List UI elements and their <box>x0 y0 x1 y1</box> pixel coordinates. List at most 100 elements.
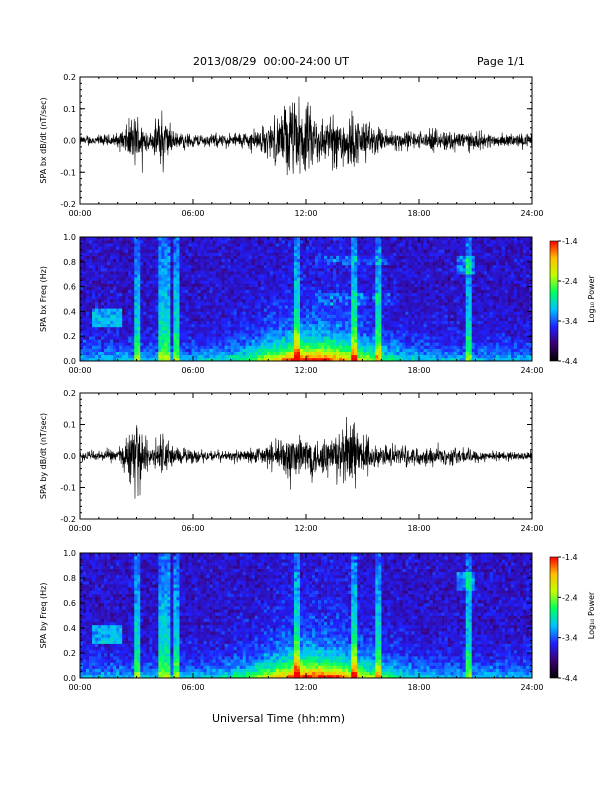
heatmap-cell <box>167 314 171 318</box>
heatmap-cell <box>161 268 165 272</box>
heatmap-cell <box>312 295 316 300</box>
heatmap-cell <box>119 246 123 250</box>
heatmap-cell <box>98 351 102 356</box>
heatmap-cell <box>101 274 105 278</box>
heatmap-cell <box>143 314 147 318</box>
heatmap-cell <box>444 271 448 275</box>
heatmap-cell <box>324 311 328 315</box>
heatmap-cell <box>375 320 379 325</box>
heatmap-cell <box>333 339 337 343</box>
heatmap-cell <box>215 292 219 297</box>
heatmap-cell <box>164 326 168 331</box>
heatmap-cell <box>384 261 388 266</box>
heatmap-cell <box>324 305 328 309</box>
heatmap-cell <box>119 237 123 241</box>
heatmap-cell <box>80 314 84 318</box>
heatmap-cell <box>293 339 298 343</box>
heatmap-cell <box>342 351 346 356</box>
heatmap-cell <box>302 339 307 343</box>
heatmap-cell <box>197 292 201 297</box>
heatmap-cell <box>251 351 256 356</box>
heatmap-cell <box>435 326 439 331</box>
heatmap-cell <box>390 286 394 290</box>
heatmap-cell <box>254 323 259 328</box>
heatmap-cell <box>426 277 430 281</box>
heatmap-cell <box>260 311 265 315</box>
heatmap-cell <box>200 289 204 294</box>
heatmap-cell <box>164 268 168 272</box>
heatmap-cell <box>143 336 147 340</box>
heatmap-cell <box>333 261 337 266</box>
heatmap-cell <box>432 280 436 284</box>
heatmap-cell <box>369 268 373 272</box>
heatmap-cell <box>218 280 222 284</box>
heatmap-cell <box>173 252 177 256</box>
heatmap-cell <box>206 255 210 259</box>
heatmap-cell <box>107 308 111 312</box>
heatmap-cell <box>80 289 84 294</box>
heatmap-cell <box>299 299 304 303</box>
heatmap-cell <box>318 314 322 318</box>
heatmap-cell <box>414 323 418 328</box>
heatmap-cell <box>242 240 247 244</box>
heatmap-cell <box>296 339 301 343</box>
heatmap-cell <box>281 237 286 241</box>
heatmap-cell <box>257 345 262 349</box>
heatmap-cell <box>402 249 406 253</box>
heatmap-cell <box>125 299 129 303</box>
heatmap-cell <box>95 237 99 241</box>
heatmap-cell <box>98 289 102 294</box>
heatmap-cell <box>411 336 415 340</box>
heatmap-cell <box>441 283 445 287</box>
heatmap-cell <box>290 314 295 318</box>
heatmap-cell <box>206 345 210 349</box>
heatmap-cell <box>131 277 135 281</box>
heatmap-cell <box>251 277 256 281</box>
heatmap-cell <box>197 271 201 275</box>
heatmap-cell <box>290 311 295 315</box>
heatmap-cell <box>393 342 397 346</box>
heatmap-cell <box>296 261 301 266</box>
heatmap-cell <box>239 317 244 321</box>
heatmap-cell <box>269 280 274 284</box>
heatmap-cell <box>357 308 361 312</box>
heatmap-cell <box>80 268 84 272</box>
heatmap-cell <box>86 261 90 266</box>
heatmap-cell <box>411 243 415 247</box>
heatmap-cell <box>393 258 397 263</box>
heatmap-cell <box>194 308 198 312</box>
heatmap-cell <box>209 305 213 309</box>
heatmap-cell <box>381 320 385 325</box>
heatmap-cell <box>396 246 400 250</box>
heatmap-cell <box>405 348 409 352</box>
heatmap-cell <box>315 271 319 275</box>
heatmap-cell <box>203 339 207 343</box>
heatmap-cell <box>399 283 403 287</box>
heatmap-cell <box>206 326 210 331</box>
heatmap-cell <box>170 342 174 346</box>
heatmap-cell <box>342 271 346 275</box>
heatmap-cell <box>239 292 244 297</box>
heatmap-cell <box>206 240 210 244</box>
heatmap-cell <box>354 252 358 256</box>
heatmap-cell <box>161 274 165 278</box>
heatmap-cell <box>242 348 247 352</box>
heatmap-cell <box>89 308 93 312</box>
heatmap-cell <box>269 357 274 362</box>
heatmap-cell <box>86 342 90 346</box>
heatmap-cell <box>143 246 147 250</box>
heatmap-cell <box>318 326 322 331</box>
heatmap-cell <box>155 323 159 328</box>
heatmap-cell <box>137 311 141 315</box>
heatmap-cell <box>98 333 102 337</box>
heatmap-cell <box>260 339 265 343</box>
heatmap-cell <box>426 292 430 297</box>
heatmap-cell <box>89 289 93 294</box>
heatmap-cell <box>375 323 379 328</box>
heatmap-cell <box>414 320 418 325</box>
heatmap-cell <box>324 274 328 278</box>
heatmap-cell <box>89 237 93 241</box>
heatmap-cell <box>378 354 382 359</box>
heatmap-cell <box>149 255 153 259</box>
heatmap-cell <box>402 271 406 275</box>
